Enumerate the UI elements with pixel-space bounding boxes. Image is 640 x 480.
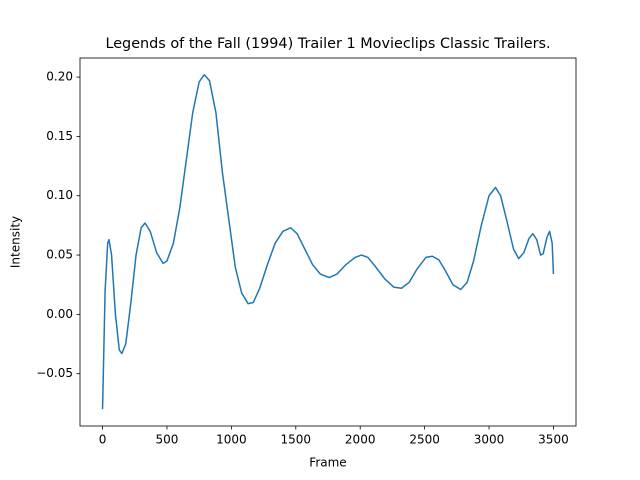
y-tick-label: 0.00	[46, 307, 73, 321]
y-tick-label: 0.20	[46, 70, 73, 84]
y-tick-label: 0.15	[46, 129, 73, 143]
x-tick-label: 2500	[409, 433, 440, 447]
y-tick-label: −0.05	[36, 366, 73, 380]
x-tick-label: 2000	[345, 433, 376, 447]
x-tick-label: 1000	[216, 433, 247, 447]
y-tick-label: 0.10	[46, 188, 73, 202]
x-axis-label: Frame	[309, 456, 346, 470]
x-tick-label: 3500	[538, 433, 569, 447]
chart-title: Legends of the Fall (1994) Trailer 1 Mov…	[105, 36, 550, 52]
y-tick-label: 0.05	[46, 248, 73, 262]
x-tick-label: 3000	[474, 433, 505, 447]
y-axis-label: Intensity	[9, 216, 23, 268]
data-line	[101, 73, 555, 410]
axes-frame	[79, 57, 577, 427]
x-tick-label: 500	[156, 433, 179, 447]
x-tick-label: 0	[99, 433, 107, 447]
x-tick-label: 1500	[281, 433, 312, 447]
